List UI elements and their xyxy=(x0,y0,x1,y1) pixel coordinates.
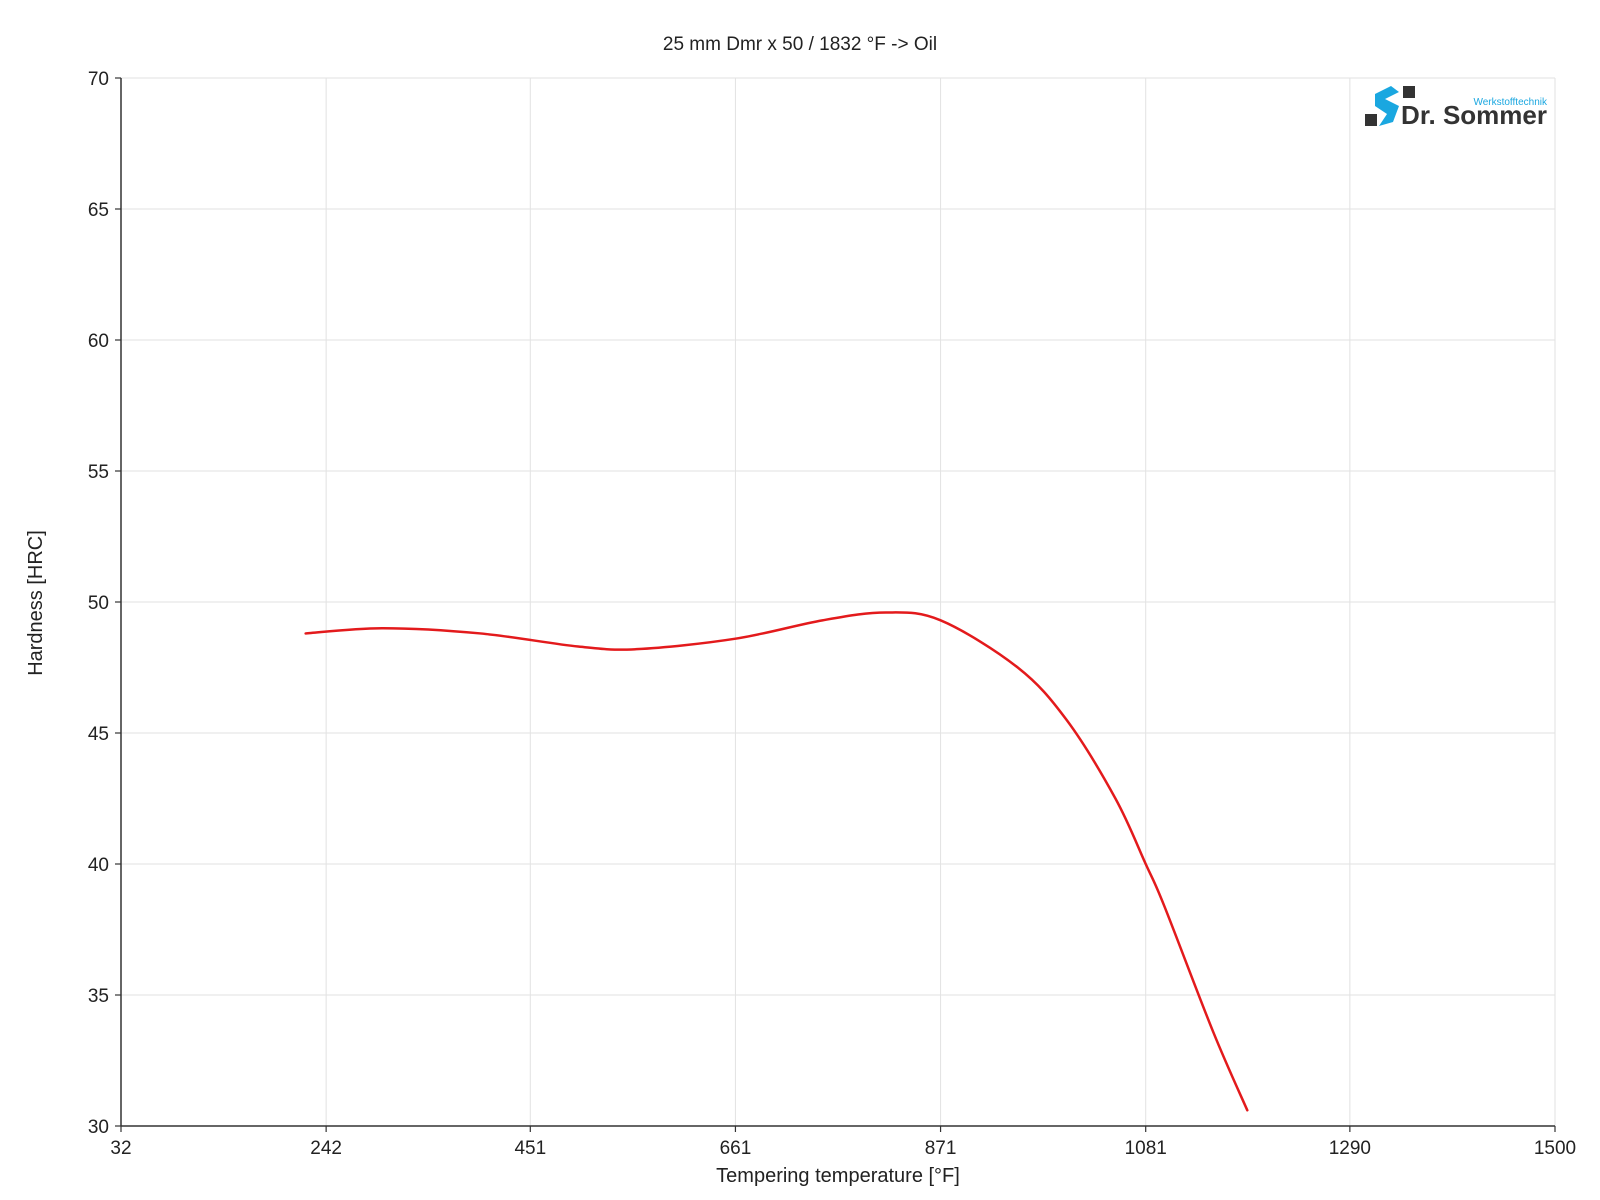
x-tick-label: 871 xyxy=(925,1138,957,1159)
y-tick-label: 30 xyxy=(88,1117,109,1138)
y-tick-label: 50 xyxy=(88,593,109,614)
x-tick-label: 32 xyxy=(110,1138,131,1159)
x-axis-title: Tempering temperature [°F] xyxy=(716,1165,960,1187)
y-tick-label: 55 xyxy=(88,462,109,483)
logo-brand: Dr. Sommer xyxy=(1401,100,1547,130)
logo-subtitle: Werkstofftechnik xyxy=(1473,97,1548,108)
x-tick-labels: 32 242 451 661 871 1081 1290 1500 xyxy=(110,1126,1576,1159)
x-tick-label: 451 xyxy=(514,1138,546,1159)
x-tick-label: 661 xyxy=(720,1138,752,1159)
dr-sommer-logo: Werkstofftechnik Dr. Sommer xyxy=(1365,86,1548,130)
y-tick-label: 45 xyxy=(88,724,109,745)
x-tick-label: 1290 xyxy=(1329,1138,1371,1159)
y-tick-label: 40 xyxy=(88,855,109,876)
x-tick-label: 1500 xyxy=(1534,1138,1576,1159)
series-layer xyxy=(304,611,1249,1112)
logo-mark-icon xyxy=(1365,86,1415,126)
chart-title: 25 mm Dmr x 50 / 1832 °F -> Oil xyxy=(663,34,937,55)
y-tick-label: 65 xyxy=(88,200,109,221)
y-axis-title: Hardness [HRC] xyxy=(25,530,47,676)
y-tick-labels: 30 35 40 45 50 55 60 65 70 xyxy=(88,69,121,1138)
y-tick-label: 70 xyxy=(88,69,109,90)
y-tick-label: 35 xyxy=(88,986,109,1007)
x-tick-label: 242 xyxy=(310,1138,342,1159)
grid-lines xyxy=(120,77,1556,1127)
series-line xyxy=(304,611,1249,1112)
y-tick-label: 60 xyxy=(88,331,109,352)
x-tick-label: 1081 xyxy=(1125,1138,1167,1159)
